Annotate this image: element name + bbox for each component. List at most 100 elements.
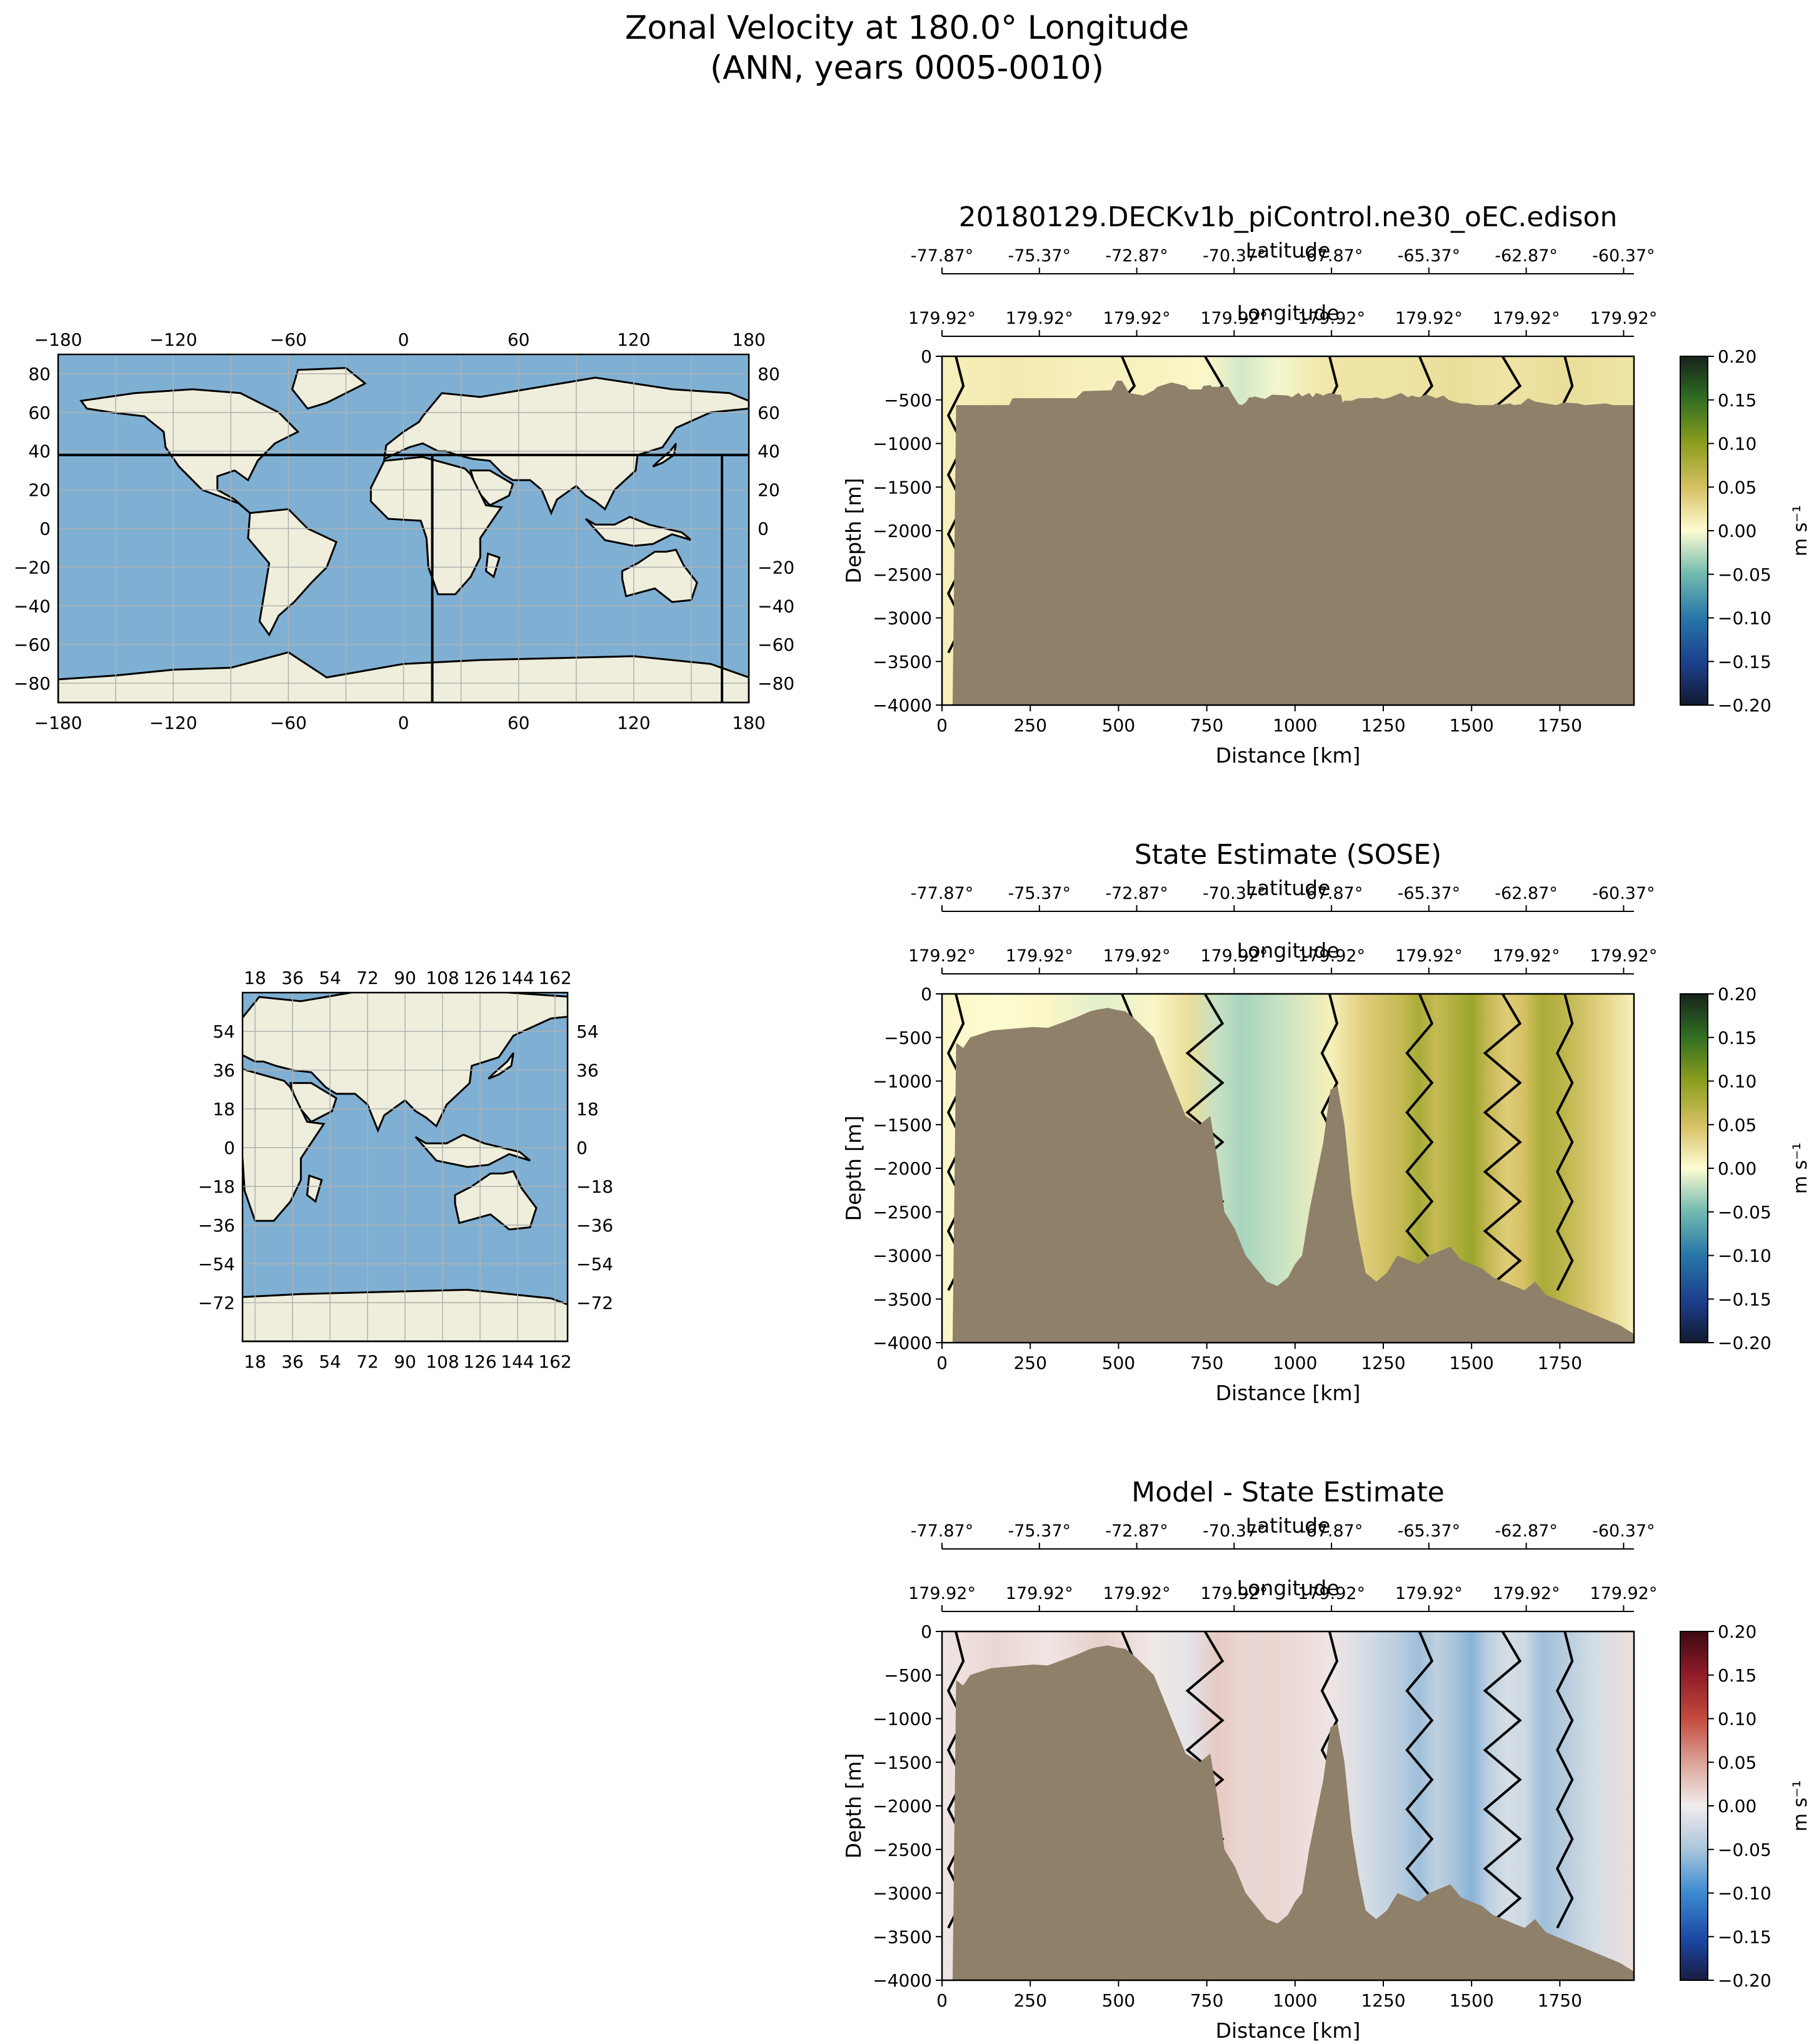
x-tick-label: 1750: [1538, 715, 1582, 736]
y-tick-label: −2000: [873, 1158, 932, 1179]
map-bottom-tick-label: 180: [732, 713, 765, 733]
longitude-tick-label: 179.92°: [1103, 1584, 1171, 1603]
regional-map: 1818363654547272909010810812612614414416…: [97, 968, 613, 1372]
longitude-tick-label: 179.92°: [1590, 946, 1657, 966]
colorbar-tick-label: 0.15: [1718, 1028, 1756, 1048]
colorbar-tick-label: −0.05: [1718, 564, 1771, 585]
colorbar: [1680, 1631, 1708, 1981]
map-right-tick-label: −54: [576, 1254, 613, 1275]
colorbar-tick-label: 0.10: [1718, 1709, 1756, 1730]
land-mass: [414, 1133, 531, 1168]
longitude-tick-label: 179.92°: [1395, 946, 1463, 966]
map-bottom-tick-label: 126: [463, 1351, 496, 1372]
figure-title-line2: (ANN, years 0005-0010): [710, 49, 1104, 87]
map-right-tick-label: 18: [576, 1099, 599, 1120]
longitude-tick-label: 179.92°: [908, 1584, 976, 1603]
latitude-tick-label: -65.37°: [1398, 884, 1461, 903]
map-bottom-tick-label: 54: [319, 1351, 341, 1372]
zero-contour: [1483, 1630, 1522, 1929]
longitude-tick-label: 179.92°: [1395, 309, 1463, 328]
x-axis-label: Distance [km]: [1216, 1381, 1361, 1405]
map-right-tick-label: −18: [576, 1176, 613, 1197]
map-left-tick-label: −72: [198, 1293, 235, 1313]
colorbar-tick-label: 0.05: [1718, 1115, 1756, 1135]
land-mass: [621, 548, 698, 603]
map-right-tick-label: 20: [758, 480, 780, 501]
land-mass: [97, 969, 176, 1014]
map-top-tick-label: 108: [426, 968, 459, 988]
latitude-tick-label: -62.87°: [1495, 246, 1558, 266]
map-bottom-tick-label: 90: [394, 1351, 416, 1372]
latitude-tick-label: -60.37°: [1592, 884, 1655, 903]
latitude-tick-label: -77.87°: [911, 1521, 974, 1541]
land-mass: [584, 516, 692, 547]
y-tick-label: −500: [884, 390, 932, 411]
y-axis-label: Depth [m]: [841, 1116, 866, 1221]
longitude-tick-label: 179.92°: [1298, 309, 1365, 328]
map-right-tick-label: −80: [758, 673, 794, 694]
y-tick-label: −4000: [873, 695, 932, 716]
longitude-tick-label: 179.92°: [1200, 309, 1268, 328]
x-tick-label: 1750: [1538, 1990, 1582, 2011]
colorbar-tick-label: 0.20: [1718, 984, 1756, 1004]
colorbar-tick-label: −0.10: [1718, 608, 1771, 629]
map-left-tick-label: 40: [28, 441, 51, 462]
y-tick-label: −3000: [873, 1246, 932, 1266]
colorbar-tick-label: 0.10: [1718, 1071, 1756, 1092]
y-tick-label: −2000: [873, 1796, 932, 1816]
y-tick-label: −500: [884, 1665, 932, 1686]
colorbar: [1680, 356, 1708, 706]
land-mass: [306, 1174, 323, 1203]
x-tick-label: 1750: [1538, 1353, 1582, 1373]
map-right-tick-label: −60: [758, 634, 794, 655]
map-bottom-tick-label: −120: [149, 713, 198, 733]
map-left-tick-label: 0: [224, 1138, 235, 1158]
map-left-tick-label: −36: [198, 1215, 235, 1236]
latitude-tick-label: -75.37°: [1008, 1521, 1071, 1541]
longitude-tick-label: 179.92°: [1493, 946, 1560, 966]
map-left-tick-label: 20: [28, 480, 51, 501]
y-tick-label: −3500: [873, 1926, 932, 1947]
map-left-tick-label: −54: [198, 1254, 235, 1275]
difference-section-panel: Model - State Estimate Latitude Longitude -…: [841, 1476, 1811, 2043]
colorbar-tick-label: 0.15: [1718, 390, 1756, 411]
colorbar-tick-label: −0.20: [1718, 695, 1771, 716]
map-left-tick-label: −80: [14, 673, 51, 694]
land-mass: [243, 1288, 568, 1341]
y-tick-label: 0: [921, 346, 932, 367]
longitude-axis-label: Longitude: [1236, 938, 1339, 963]
x-tick-label: 500: [1102, 1353, 1135, 1373]
land-mass: [488, 1052, 514, 1080]
land-mass: [243, 1068, 326, 1222]
map-top-tick-label: 18: [244, 968, 266, 988]
colorbar-label: m s⁻¹: [1790, 1780, 1811, 1831]
y-tick-label: −1500: [873, 1115, 932, 1135]
x-tick-label: 250: [1013, 1353, 1046, 1373]
y-axis-label: Depth [m]: [841, 478, 866, 584]
x-tick-label: 750: [1190, 1353, 1223, 1373]
y-tick-label: −4000: [873, 1333, 932, 1353]
zero-contour: [1556, 993, 1574, 1291]
map-bottom-tick-label: 144: [501, 1351, 534, 1372]
x-tick-label: 1500: [1450, 715, 1494, 736]
y-tick-label: 0: [921, 984, 932, 1004]
map-right-tick-label: 0: [758, 519, 769, 539]
colorbar-tick-label: 0.00: [1718, 1158, 1756, 1179]
colorbar-tick-label: −0.20: [1718, 1970, 1771, 1991]
figure-title-line1: Zonal Velocity at 180.0° Longitude: [625, 9, 1190, 47]
map-top-tick-label: 60: [508, 329, 530, 350]
global-map: −180 −180 −120 −120 −60 −60 0 0 60 60 120 120 180 180…: [14, 329, 794, 733]
y-tick-label: −2500: [873, 564, 932, 585]
x-tick-label: 500: [1102, 715, 1135, 736]
colorbar-tick-label: 0.20: [1718, 346, 1756, 367]
map-top-tick-label: 180: [732, 329, 765, 350]
map-right-tick-label: 0: [576, 1138, 588, 1158]
zero-contour: [1405, 1631, 1434, 1929]
map-right-tick-label: 54: [576, 1021, 599, 1042]
map-right-tick-label: −72: [576, 1293, 613, 1313]
y-tick-label: −2500: [873, 1202, 932, 1223]
colorbar-tick-label: 0.10: [1718, 434, 1756, 454]
colorbar-label: m s⁻¹: [1790, 505, 1811, 556]
map-top-tick-label: −180: [34, 329, 83, 350]
y-tick-label: −3000: [873, 608, 932, 629]
